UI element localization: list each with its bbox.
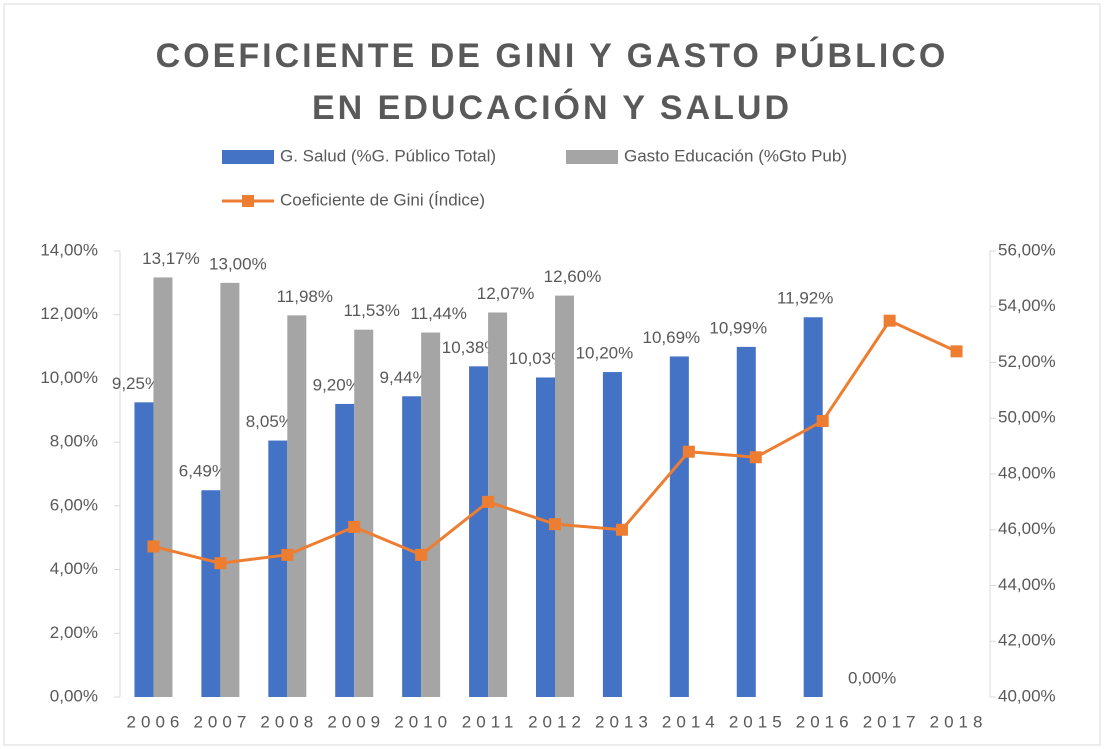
y-tick-label: 12,00%	[40, 304, 98, 323]
y2-tick-label: 42,00%	[998, 631, 1056, 650]
x-tick-label: 2018	[930, 712, 988, 731]
data-label: 10,20%	[576, 344, 634, 363]
bar	[335, 403, 355, 697]
data-label: 10,99%	[709, 318, 767, 337]
x-tick-label: 2016	[796, 712, 854, 731]
y2-tick-label: 46,00%	[998, 519, 1056, 538]
data-label: 0,00%	[848, 668, 896, 687]
data-label: 8,05%	[246, 412, 294, 431]
line-marker	[816, 415, 829, 428]
data-label: 10,38%	[442, 338, 500, 357]
y2-tick-label: 44,00%	[998, 575, 1056, 594]
data-label: 9,44%	[380, 368, 428, 387]
y-tick-label: 0,00%	[50, 686, 98, 705]
data-label: 11,44%	[410, 304, 466, 323]
x-tick-label: 2008	[260, 712, 318, 731]
line-marker	[415, 548, 428, 561]
bar	[669, 356, 689, 697]
x-tick-label: 2010	[394, 712, 452, 731]
data-label: 11,98%	[277, 287, 333, 306]
y-tick-label: 4,00%	[50, 559, 98, 578]
bar	[736, 346, 756, 697]
line-marker	[950, 345, 963, 358]
bar	[287, 315, 307, 697]
x-tick-label: 2006	[127, 712, 185, 731]
y2-tick-label: 40,00%	[998, 686, 1056, 705]
bar	[268, 440, 288, 697]
line-marker	[348, 520, 361, 533]
legend-label: Coeficiente de Gini (Índice)	[280, 190, 485, 209]
data-label: 9,25%	[112, 374, 160, 393]
data-label: 10,03%	[509, 349, 567, 368]
line-marker	[281, 548, 294, 561]
line-marker	[682, 445, 695, 458]
bar	[803, 317, 823, 697]
line-marker	[147, 540, 160, 553]
y2-tick-label: 52,00%	[998, 352, 1056, 371]
bar	[201, 490, 221, 697]
bar	[536, 377, 555, 697]
data-label: 13,00%	[209, 254, 267, 273]
y-tick-label: 14,00%	[40, 240, 98, 259]
x-tick-label: 2012	[528, 712, 586, 731]
y-tick-label: 8,00%	[50, 432, 98, 451]
bar	[134, 402, 154, 697]
x-tick-label: 2007	[193, 712, 251, 731]
y-tick-label: 6,00%	[50, 495, 98, 514]
legend-swatch	[242, 195, 254, 207]
legend-swatch	[566, 150, 618, 164]
x-tick-label: 2015	[729, 712, 787, 731]
x-tick-label: 2013	[595, 712, 653, 731]
data-label: 10,69%	[643, 328, 701, 347]
x-tick-label: 2017	[863, 712, 921, 731]
legend-label: G. Salud (%G. Público Total)	[280, 146, 496, 165]
line-marker	[214, 557, 227, 570]
legend-label: Gasto Educación (%Gto Pub)	[624, 146, 847, 165]
data-label: 12,60%	[544, 267, 602, 286]
bar	[469, 366, 489, 697]
legend-swatch	[222, 150, 274, 164]
y2-tick-label: 56,00%	[998, 240, 1056, 259]
line-marker	[482, 495, 495, 508]
bar	[354, 329, 374, 697]
line-marker	[615, 523, 628, 536]
bar	[220, 282, 240, 697]
data-label: 11,92%	[777, 289, 833, 308]
y-tick-label: 2,00%	[50, 623, 98, 642]
y2-tick-label: 48,00%	[998, 463, 1056, 482]
line-marker	[549, 518, 561, 531]
bar	[153, 277, 173, 697]
data-label: 9,20%	[313, 375, 361, 394]
data-label: 11,53%	[344, 301, 400, 320]
bar	[602, 372, 622, 697]
data-label: 13,17%	[142, 249, 200, 268]
y2-tick-label: 54,00%	[998, 296, 1056, 315]
data-label: 6,49%	[179, 462, 227, 481]
x-tick-label: 2011	[462, 712, 519, 731]
bar	[402, 396, 422, 697]
bar	[421, 332, 441, 697]
chart-title: COEFICIENTE DE GINI Y GASTO PÚBLICO EN E…	[155, 37, 949, 127]
line-marker	[749, 451, 762, 464]
x-tick-label: 2014	[662, 712, 720, 731]
line-marker	[883, 314, 896, 327]
data-label: 12,07%	[477, 284, 535, 303]
y-tick-label: 10,00%	[40, 368, 98, 387]
y2-tick-label: 50,00%	[998, 408, 1056, 427]
chart-border	[3, 3, 1101, 746]
bar	[555, 295, 574, 697]
x-tick-label: 2009	[327, 712, 385, 731]
